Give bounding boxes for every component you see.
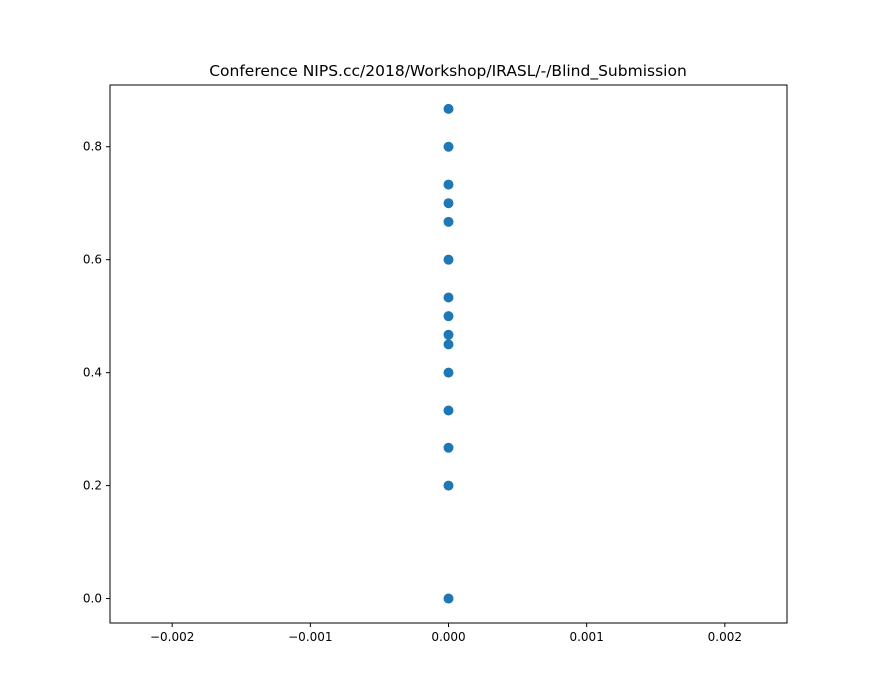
- y-axis: 0.0 0.2 0.4 0.6 0.8: [83, 140, 110, 606]
- y-tick-label: 0.8: [83, 140, 102, 154]
- x-tick-label: −0.002: [150, 630, 194, 644]
- data-point: [443, 216, 454, 227]
- axes-frame: [109, 84, 788, 624]
- x-tick-label: 0.000: [431, 630, 465, 644]
- data-point: [443, 442, 454, 453]
- data-point: [443, 103, 454, 114]
- y-tick-label: 0.2: [83, 479, 102, 493]
- x-axis: −0.002 −0.001 0.000 0.001 0.002: [150, 623, 742, 644]
- data-point: [443, 292, 454, 303]
- y-tick-label: 0.0: [83, 592, 102, 606]
- data-point: [443, 179, 454, 190]
- y-tick-label: 0.4: [83, 366, 102, 380]
- x-tick-label: −0.001: [288, 630, 332, 644]
- data-points: [443, 103, 454, 604]
- data-point: [443, 339, 454, 350]
- data-point: [443, 329, 454, 340]
- chart-title: Conference NIPS.cc/2018/Workshop/IRASL/-…: [209, 62, 687, 81]
- data-point: [443, 405, 454, 416]
- data-point: [443, 593, 454, 604]
- x-tick-label: 0.002: [708, 630, 742, 644]
- data-point: [443, 198, 454, 209]
- x-tick-label: 0.001: [569, 630, 603, 644]
- y-tick-label: 0.6: [83, 253, 102, 267]
- data-point: [443, 480, 454, 491]
- data-point: [443, 254, 454, 265]
- data-point: [443, 141, 454, 152]
- data-point: [443, 367, 454, 378]
- data-point: [443, 311, 454, 322]
